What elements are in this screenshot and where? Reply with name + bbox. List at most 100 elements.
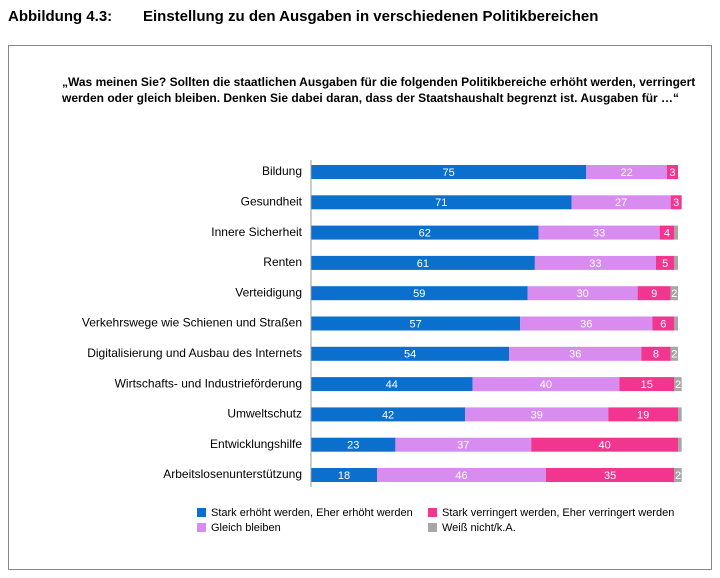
value-label: 44 [386, 379, 398, 391]
bar-segment [311, 377, 473, 392]
category-label: Innere Sicherheit [211, 225, 302, 239]
legend-swatch [197, 508, 206, 517]
value-label: 5 [662, 258, 668, 270]
category-label: Umweltschutz [227, 407, 302, 421]
bar-segment [311, 437, 396, 452]
value-label: 33 [589, 258, 601, 270]
value-label: 33 [593, 228, 605, 240]
value-label: 35 [604, 470, 616, 482]
value-label: 23 [347, 440, 359, 452]
category-label: Digitalisierung und Ausbau des Internets [87, 346, 302, 360]
bar-segment [586, 165, 667, 179]
legend-swatch [197, 523, 206, 532]
bar-segment [678, 437, 682, 452]
bar-segment [571, 195, 671, 210]
value-label: 36 [569, 349, 581, 361]
bar-segment [395, 437, 532, 452]
legend-label: Stark erhöht werden, Eher erhöht werden [211, 506, 413, 519]
bar-segment [527, 286, 638, 301]
value-label: 59 [413, 288, 425, 300]
category-label: Verteidigung [235, 285, 302, 299]
value-label: 3 [673, 197, 679, 209]
value-label: 22 [620, 167, 632, 179]
bar-segment [311, 255, 535, 270]
value-label: 40 [598, 440, 610, 452]
legend-item: Weiß nicht/k.A. [428, 520, 688, 535]
value-label: 27 [615, 197, 627, 209]
value-label: 18 [338, 470, 350, 482]
value-label: 75 [443, 167, 455, 179]
legend: Stark erhöht werden, Eher erhöht werden G… [197, 505, 688, 535]
bar-segment [311, 286, 528, 301]
frame [8, 45, 712, 570]
bar-segment [608, 407, 678, 422]
value-label: 19 [637, 409, 649, 421]
bar-segment [619, 377, 675, 392]
value-label: 2 [675, 470, 681, 482]
value-label: 2 [671, 288, 677, 300]
bar-segment [311, 316, 521, 331]
bar-segment [637, 286, 671, 301]
bar-segment [377, 468, 546, 482]
bar-segment [509, 346, 642, 361]
value-label: 4 [664, 228, 670, 240]
value-label: 71 [435, 197, 447, 209]
legend-item: Gleich bleiben [197, 520, 428, 535]
value-label: 62 [419, 228, 431, 240]
value-label: 36 [580, 318, 592, 330]
bar-segment [659, 225, 675, 240]
category-label: Gesundheit [241, 194, 303, 208]
value-label: 61 [417, 258, 429, 270]
value-label: 37 [457, 440, 469, 452]
legend-swatch [428, 508, 437, 517]
legend-item: Stark verringert werden, Eher verringert… [428, 505, 688, 520]
bar-segment [670, 286, 678, 301]
value-label: 8 [653, 349, 659, 361]
bar-segment [674, 468, 682, 482]
bar-segment [670, 346, 678, 361]
bar-segment [666, 165, 678, 179]
value-label: 30 [576, 288, 588, 300]
value-label: 46 [455, 470, 467, 482]
bar-segment [545, 468, 675, 482]
value-label: 40 [540, 379, 552, 391]
chart-title: Einstellung zu den Ausgaben in verschied… [143, 8, 599, 25]
bar-segment [531, 437, 678, 452]
category-label: Renten [263, 255, 302, 269]
bar-segment [674, 377, 682, 392]
value-label: 2 [671, 349, 677, 361]
bar-segment [311, 346, 510, 361]
value-label: 9 [651, 288, 657, 300]
bar-segment [472, 377, 620, 392]
bar-segment [678, 407, 682, 422]
legend-swatch [428, 523, 437, 532]
bar-segment [538, 225, 660, 240]
bar-segment [311, 225, 539, 240]
bar-segment [465, 407, 609, 422]
category-label: Arbeitslosenunterstützung [163, 467, 302, 481]
value-label: 42 [382, 409, 394, 421]
category-label: Bildung [262, 164, 302, 178]
bar-segment [674, 255, 678, 270]
bar-segment [534, 255, 656, 270]
bar-segment [311, 407, 466, 422]
bar-segment [520, 316, 653, 331]
legend-item: Stark erhöht werden, Eher erhöht werden [197, 505, 428, 520]
bar-segment [655, 255, 675, 270]
bar-segment [641, 346, 671, 361]
bar-segment [674, 316, 678, 331]
legend-label: Weiß nicht/k.A. [442, 521, 516, 534]
bar-segment [311, 195, 572, 210]
value-label: 2 [675, 379, 681, 391]
bar-segment [652, 316, 675, 331]
category-label: Verkehrswege wie Schienen und Straßen [82, 316, 302, 330]
bar-segment [674, 225, 678, 240]
value-label: 6 [660, 318, 666, 330]
legend-label: Gleich bleiben [211, 521, 281, 534]
legend-label: Stark verringert werden, Eher verringert… [442, 506, 675, 519]
category-label: Wirtschafts- und Industrieförderung [115, 376, 302, 390]
value-label: 57 [409, 318, 421, 330]
value-label: 54 [404, 349, 416, 361]
